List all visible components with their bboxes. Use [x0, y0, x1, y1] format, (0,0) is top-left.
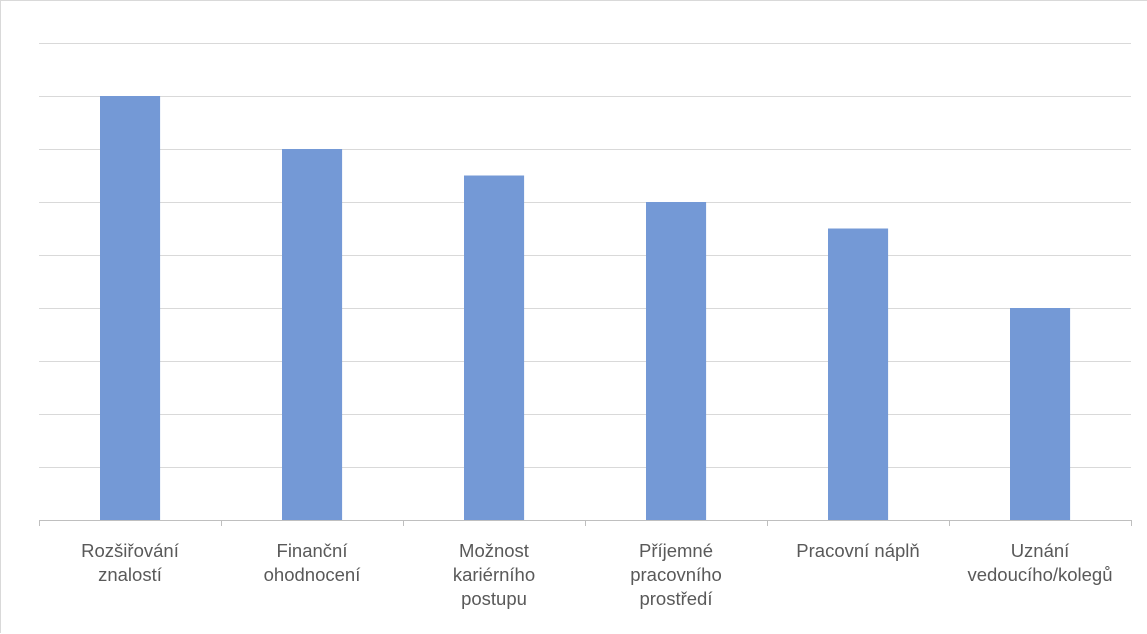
category-label: Možnost kariérního postupu [453, 540, 535, 609]
category-label-line: pracovního [630, 564, 722, 585]
category-label-line: kariérního [453, 564, 535, 585]
category-label: Příjemné pracovního prostředí [630, 540, 722, 609]
x-axis [39, 520, 1132, 526]
category-label-line: postupu [461, 588, 527, 609]
category-labels: Rozšiřování znalostí Finanční ohodnocení Mož… [81, 540, 1112, 609]
bar [464, 175, 525, 520]
category-label-line: Možnost [459, 540, 529, 561]
category-label: Rozšiřování znalostí [81, 540, 180, 585]
category-label: Pracovní náplň [796, 540, 919, 561]
bars [100, 96, 1071, 520]
category-label: Uznání vedoucího/kolegů [967, 540, 1112, 585]
bar [828, 228, 889, 520]
bar [1010, 308, 1071, 520]
category-label-line: Příjemné [639, 540, 713, 561]
bar [282, 149, 343, 520]
bar [646, 202, 707, 520]
category-label-line: Uznání [1011, 540, 1070, 561]
bar [100, 96, 161, 520]
category-label-line: vedoucího/kolegů [967, 564, 1112, 585]
category-label-line: znalostí [98, 564, 163, 585]
category-label-line: prostředí [639, 588, 713, 609]
category-label: Finanční ohodnocení [264, 540, 362, 585]
gridlines [39, 43, 1131, 468]
category-label-line: Finanční [277, 540, 349, 561]
category-label-line: Pracovní náplň [796, 540, 919, 561]
category-label-line: Rozšiřování [81, 540, 180, 561]
category-label-line: ohodnocení [264, 564, 362, 585]
